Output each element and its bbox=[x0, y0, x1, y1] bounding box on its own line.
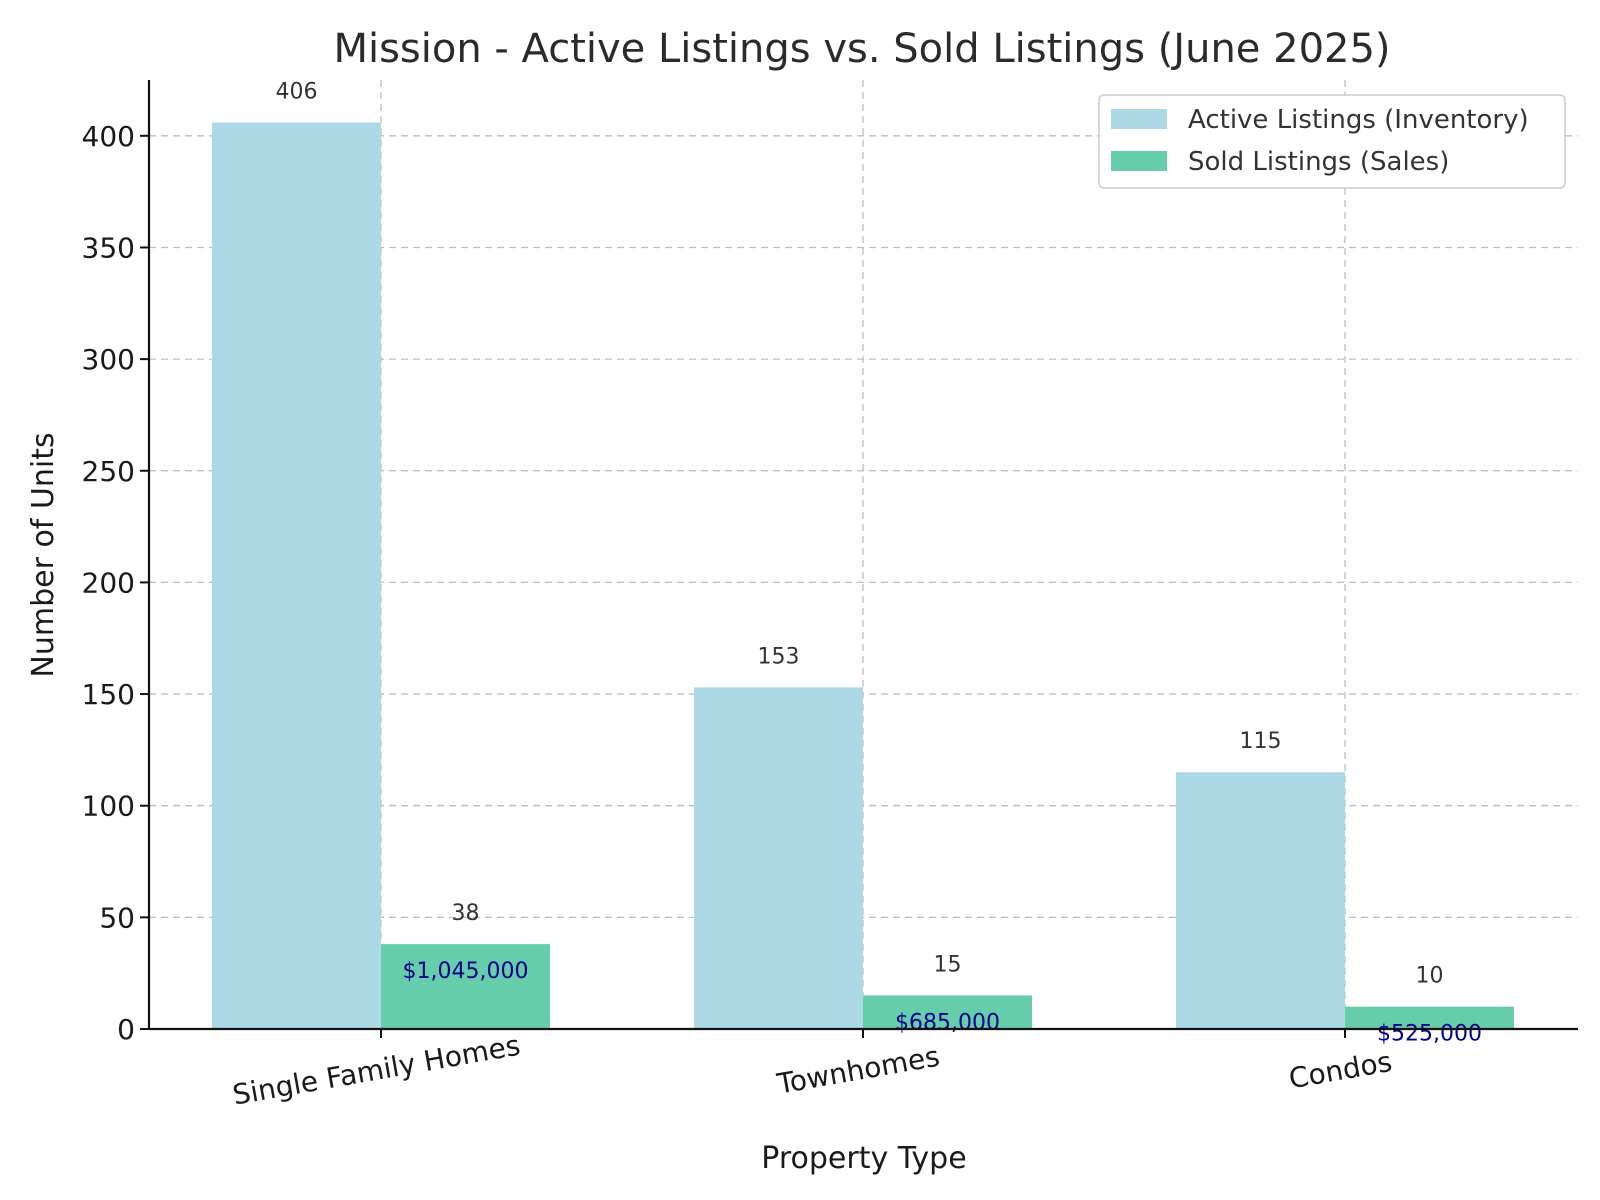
bar-active bbox=[694, 687, 863, 1029]
x-tick-label: Townhomes bbox=[774, 1040, 942, 1101]
price-label-sold: $685,000 bbox=[895, 1011, 1000, 1036]
legend-swatch-sold bbox=[1111, 151, 1167, 171]
value-label-active: 406 bbox=[276, 79, 318, 104]
bar-active bbox=[212, 122, 381, 1029]
y-tick-label: 300 bbox=[82, 343, 135, 376]
value-label-sold: 10 bbox=[1416, 964, 1444, 989]
bars bbox=[212, 122, 1514, 1029]
y-tick-label: 350 bbox=[82, 231, 135, 264]
bar-active bbox=[1176, 772, 1345, 1029]
legend-box bbox=[1098, 94, 1566, 189]
x-tick-label: Single Family Homes bbox=[230, 1029, 523, 1112]
y-axis-label: Number of Units bbox=[26, 432, 61, 677]
value-label-active: 115 bbox=[1240, 729, 1282, 754]
bar-sold bbox=[381, 944, 550, 1029]
y-tick-label: 250 bbox=[82, 455, 135, 488]
price-label-sold: $1,045,000 bbox=[403, 959, 529, 984]
y-ticks: 0 50 100 150 200 250 300 350 400 bbox=[82, 120, 149, 1046]
legend-swatch-active bbox=[1111, 109, 1167, 129]
value-label-sold: 38 bbox=[452, 901, 480, 926]
y-tick-label: 50 bbox=[99, 901, 135, 934]
y-tick-label: 400 bbox=[82, 120, 135, 153]
bar-sold bbox=[863, 995, 1032, 1029]
price-label-sold: $525,000 bbox=[1377, 1022, 1482, 1047]
value-label-active: 153 bbox=[758, 644, 800, 669]
x-ticks: Single Family Homes Townhomes Condos bbox=[230, 1029, 1394, 1112]
value-label-sold: 15 bbox=[934, 953, 962, 978]
x-tick-label: Condos bbox=[1286, 1045, 1394, 1096]
x-axis-label: Property Type bbox=[761, 1141, 966, 1176]
chart-title: Mission - Active Listings vs. Sold Listi… bbox=[333, 26, 1390, 72]
bar-sold bbox=[1345, 1006, 1514, 1029]
data-labels: 406 38 $1,045,000 153 15 $685,000 115 10 $525,00… bbox=[276, 79, 1482, 1046]
y-tick-label: 100 bbox=[82, 790, 135, 823]
legend-label-sold: Sold Listings (Sales) bbox=[1188, 147, 1449, 177]
y-tick-label: 150 bbox=[82, 678, 135, 711]
y-tick-label: 200 bbox=[82, 566, 135, 599]
legend: Active Listings (Inventory) Sold Listing… bbox=[1098, 94, 1566, 189]
y-tick-label: 0 bbox=[117, 1013, 135, 1046]
legend-label-active: Active Listings (Inventory) bbox=[1188, 105, 1529, 135]
